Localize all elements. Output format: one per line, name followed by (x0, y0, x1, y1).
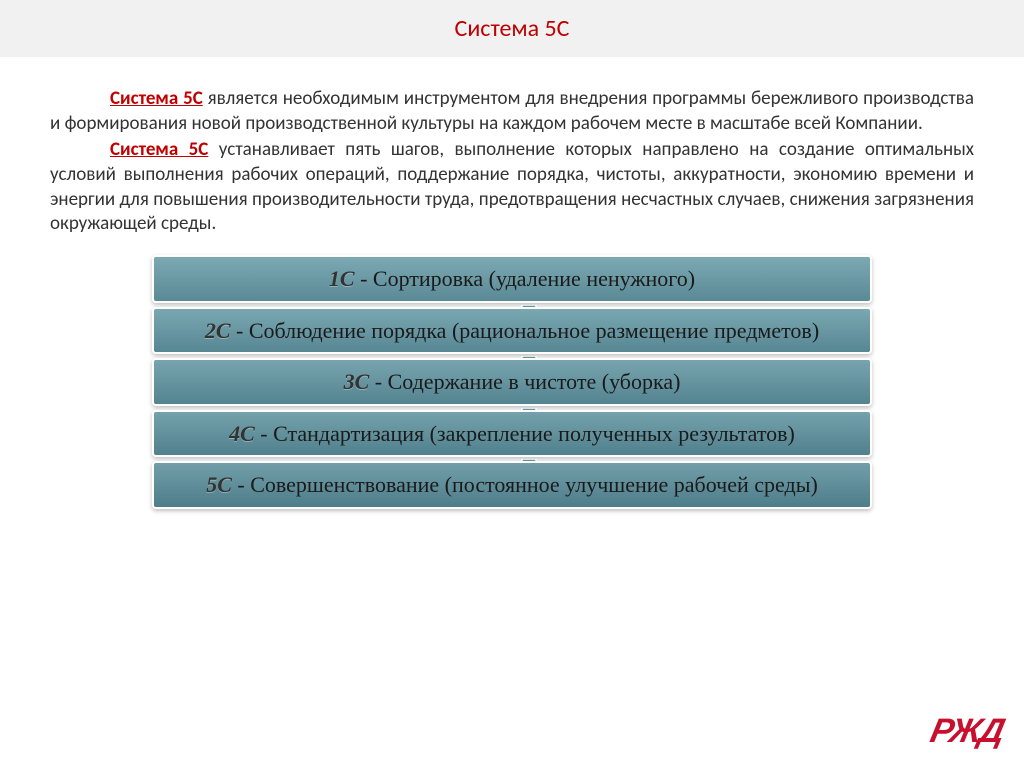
step-box-1: 1С - Сортировка (удаление ненужного) (152, 255, 872, 303)
step-text-5: 5С - Совершенствование (постоянное улучш… (184, 471, 840, 499)
step-desc-4: - Стандартизация (закрепление полученных… (255, 421, 795, 446)
step-text-3: 3С - Содержание в чистоте (уборка) (184, 368, 840, 396)
paragraph-1: Система 5С является необходимым инструме… (50, 87, 974, 136)
step-box-2: 2С - Соблюдение порядка (рациональное ра… (152, 307, 872, 355)
step-text-2: 2С - Соблюдение порядка (рациональное ра… (184, 317, 840, 345)
lead-1: Система 5С (110, 87, 203, 110)
step-desc-5: - Совершенствование (постоянное улучшени… (232, 472, 818, 497)
step-box-4: 4С - Стандартизация (закрепление получен… (152, 410, 872, 458)
step-label-1: 1С (329, 266, 355, 291)
content: Система 5С является необходимым инструме… (0, 57, 1024, 519)
step-box-3: 3С - Содержание в чистоте (уборка) (152, 358, 872, 406)
step-text-4: 4С - Стандартизация (закрепление получен… (184, 420, 840, 448)
step-label-2: 2С (205, 318, 231, 343)
flow-diagram: 1С - Сортировка (удаление ненужного) 2С … (50, 255, 974, 509)
page-title: Система 5С (0, 14, 1024, 43)
step-label-5: 5С (206, 472, 232, 497)
step-desc-1: - Сортировка (удаление ненужного) (355, 266, 696, 291)
paragraph-2: Система 5С устанавливает пять шагов, вып… (50, 138, 974, 237)
step-text-1: 1С - Сортировка (удаление ненужного) (184, 265, 840, 293)
step-box-5: 5С - Совершенствование (постоянное улучш… (152, 461, 872, 509)
title-bar: Система 5С (0, 0, 1024, 57)
step-desc-2: - Соблюдение порядка (рациональное разме… (231, 318, 820, 343)
step-label-4: 4С (229, 421, 255, 446)
step-desc-3: - Содержание в чистоте (уборка) (369, 369, 680, 394)
lead-2: Система 5С (110, 138, 208, 161)
rzd-logo: РЖД (926, 712, 1006, 751)
step-label-3: 3С (344, 369, 370, 394)
